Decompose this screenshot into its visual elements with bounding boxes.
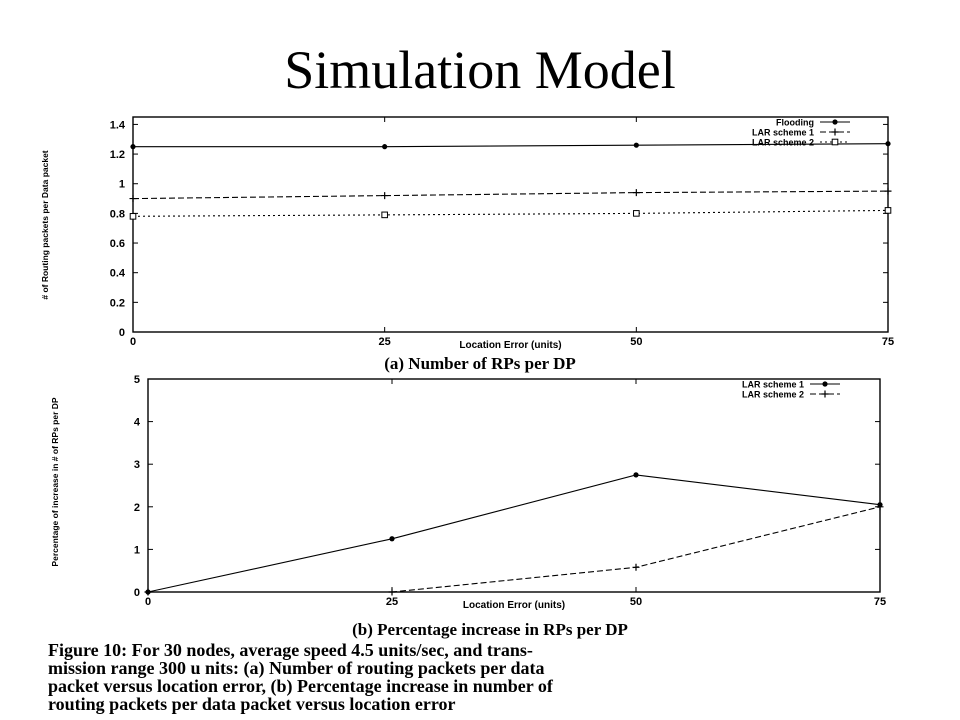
- figure-caption-line: routing packets per data packet versus l…: [48, 694, 456, 714]
- chart-a-y-axis-label: # of Routing packets per Data packet: [40, 150, 50, 299]
- chart-a-plot-frame: [132, 116, 889, 333]
- chart-b-y-tick-label: 2: [134, 502, 140, 514]
- figure-caption-line: mission range 300 u nits: (a) Number of …: [48, 658, 545, 678]
- chart-a-y-tick-label: 0: [119, 327, 125, 339]
- chart-a-y-tick-label: 0.6: [110, 238, 125, 250]
- chart-b-series-line: [148, 506, 881, 593]
- chart-b-series-point: [633, 472, 639, 478]
- chart-a-legend-point: [831, 138, 839, 146]
- chart-a-x-axis-label: Location Error (units): [459, 340, 561, 351]
- chart-a-series-point: [632, 189, 640, 197]
- chart-b-legend-point: [822, 381, 828, 387]
- chart-a-y-tick-label: 1.4: [110, 119, 126, 131]
- chart-a-x-tick-label: 25: [379, 336, 391, 348]
- chart-a-y-tick-label: 1.2: [110, 149, 125, 161]
- slide-title: Simulation Model: [284, 40, 676, 100]
- chart-b-x-tick-label: 0: [145, 596, 151, 608]
- chart-a-legend-point: [832, 119, 838, 125]
- chart-b-y-tick-label: 0: [134, 587, 140, 599]
- chart-a-series-line: [132, 190, 889, 200]
- chart-b-series-point: [388, 588, 396, 596]
- figure-caption-line: packet versus location error, (b) Percen…: [48, 676, 553, 696]
- chart-a-series-point: [129, 213, 137, 220]
- chart-b-y-tick-label: 3: [134, 459, 140, 471]
- chart-a-legend-label: LAR scheme 2: [752, 138, 814, 148]
- chart-a-series-point: [885, 141, 891, 147]
- figure-caption: Figure 10: For 30 nodes, average speed 4…: [48, 641, 908, 713]
- chart-a-caption: (a) Number of RPs per DP: [384, 354, 576, 373]
- chart-b-plot-frame: [147, 378, 881, 593]
- chart-a-series-point: [382, 144, 388, 150]
- chart-b-x-tick-label: 25: [386, 596, 398, 608]
- chart-a-legend-label: LAR scheme 1: [752, 128, 814, 138]
- chart-a-series-point: [633, 142, 639, 148]
- chart-b-series-point: [144, 588, 152, 596]
- chart-a-x-tick-label: 0: [130, 336, 136, 348]
- chart-a-y-tick-label: 1: [119, 179, 125, 191]
- chart-b-y-tick-label: 1: [134, 544, 140, 556]
- chart-a-series-line: [132, 209, 889, 217]
- chart-a-series-point: [884, 187, 892, 195]
- chart-a-series-point: [633, 210, 640, 217]
- chart-b-y-axis-label: Percentage of increase in # of RPs per D…: [50, 397, 60, 566]
- chart-b-legend-label: LAR scheme 1: [742, 380, 804, 390]
- chart-b-legend-point: [821, 390, 829, 398]
- chart-b-caption: (b) Percentage increase in RPs per DP: [352, 620, 628, 639]
- chart-b-series-point: [632, 563, 640, 571]
- chart-a-series-point: [129, 195, 137, 203]
- chart-a-series-point: [130, 144, 136, 150]
- chart-b-series-point: [876, 503, 884, 511]
- chart-b-series-line: [147, 474, 881, 593]
- chart-b-x-tick-label: 75: [874, 596, 886, 608]
- chart-a-y-tick-label: 0.4: [110, 268, 126, 280]
- chart-b-y-tick-label: 5: [134, 374, 140, 386]
- chart-a-y-tick-label: 0.8: [110, 208, 125, 220]
- chart-a-legend-point: [831, 128, 839, 136]
- chart-b-y-tick-label: 4: [134, 417, 141, 429]
- chart-a-y-tick-label: 0.2: [110, 297, 125, 309]
- chart-a-x-tick-label: 50: [630, 336, 642, 348]
- chart-a-series-line: [133, 143, 889, 148]
- chart-b-legend-label: LAR scheme 2: [742, 390, 804, 400]
- chart-b-x-axis-label: Location Error (units): [463, 600, 565, 611]
- chart-b-x-tick-label: 50: [630, 596, 642, 608]
- chart-a-x-tick-label: 75: [882, 336, 894, 348]
- chart-a-series-point: [884, 207, 892, 214]
- figure-caption-line: Figure 10: For 30 nodes, average speed 4…: [48, 640, 533, 660]
- chart-a-legend-label: Flooding: [776, 118, 814, 128]
- chart-a-series-point: [381, 192, 389, 200]
- chart-a-series-point: [381, 211, 388, 219]
- chart-b-series-point: [389, 536, 395, 542]
